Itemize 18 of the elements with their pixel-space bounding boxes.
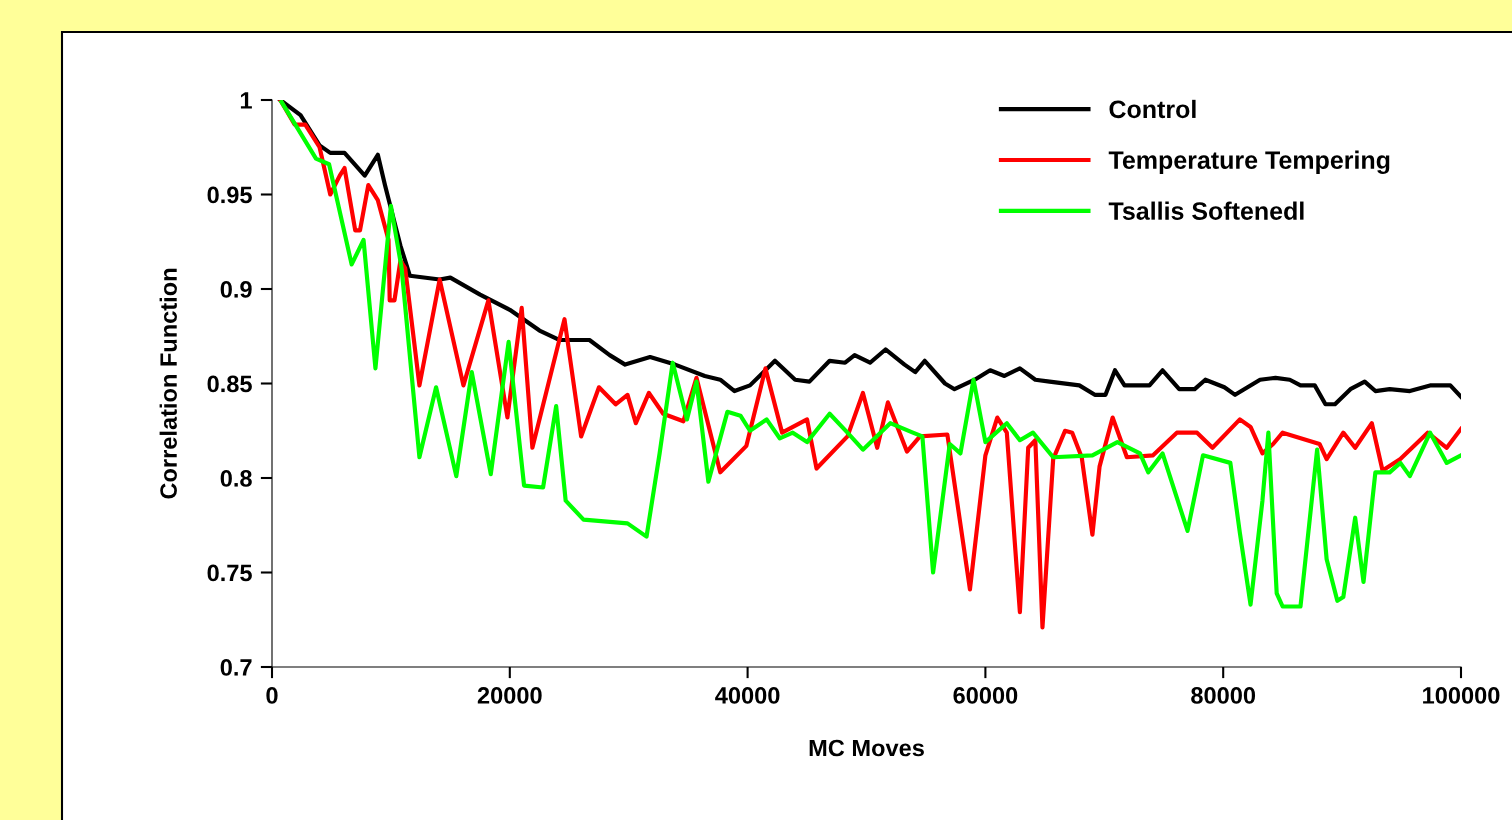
y-tick-label: 0.85 [207,375,252,393]
y-tick-label: 0.9 [220,281,252,298]
x-tick-label: 0 [266,687,278,704]
x-axis-title: MC Moves [809,739,924,757]
y-tick-label: 0.7 [220,659,252,676]
x-tick-label: 60000 [953,687,1018,704]
y-tick-label: 1 [240,92,252,109]
x-tick-label: 40000 [715,687,780,704]
y-axis-title: Correlation Function [159,268,177,499]
x-tick-label: 20000 [477,687,542,704]
y-tick-label: 0.95 [207,186,252,204]
x-tick-label: 80000 [1191,687,1256,704]
x-tick-label: 100000 [1423,687,1500,704]
legend-label: Tsallis Softenedl [1108,201,1304,220]
legend-label: Temperature Tempering [1108,150,1390,175]
y-tick-label: 0.75 [207,564,252,582]
legend-label: Control [1109,99,1196,119]
y-tick-label: 0.8 [220,470,252,487]
